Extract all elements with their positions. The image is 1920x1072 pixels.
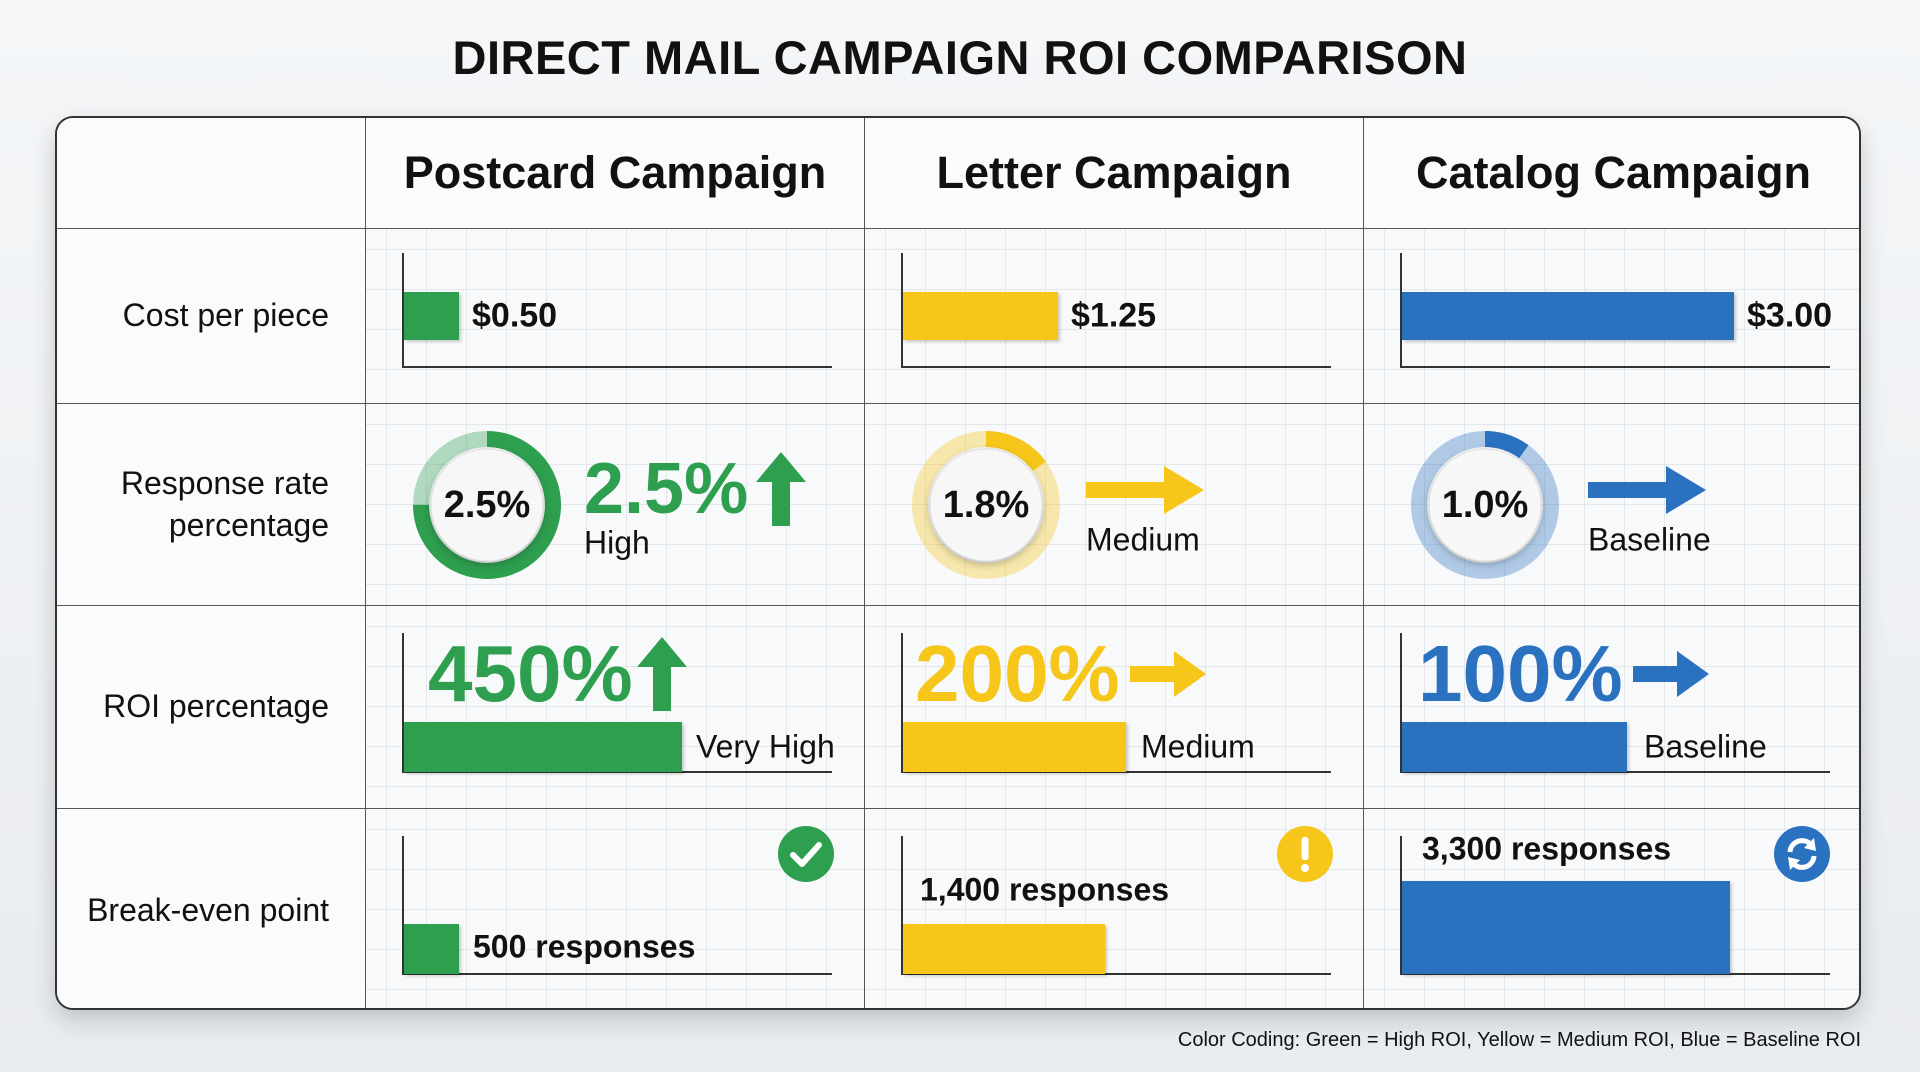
donut-center xyxy=(929,448,1043,562)
row-label-roi: ROI percentage xyxy=(57,606,366,809)
roi-catalog: 100% Baseline xyxy=(1364,606,1859,809)
comparison-table: Postcard Campaign Letter Campaign Catalo… xyxy=(55,116,1861,1010)
header-postcard: Postcard Campaign xyxy=(366,118,865,229)
header-letter: Letter Campaign xyxy=(865,118,1364,229)
arrow-right-icon xyxy=(1632,651,1709,697)
exclamation-circle-icon xyxy=(1277,826,1333,882)
axis xyxy=(901,253,1331,368)
axis xyxy=(402,836,832,975)
page-title: DIRECT MAIL CAMPAIGN ROI COMPARISON xyxy=(452,31,1468,84)
axis xyxy=(1400,836,1830,975)
arrow-right-icon xyxy=(1588,466,1706,514)
response-big-text: 2.5% xyxy=(584,449,749,529)
axis xyxy=(1400,633,1830,773)
donut-fill xyxy=(1411,431,1559,579)
row-label-breakeven: Break-even point xyxy=(57,809,366,1008)
response-donut xyxy=(413,431,561,579)
roi-value: 100% xyxy=(1418,628,1709,720)
axis xyxy=(901,836,1331,975)
roi-value: 200% xyxy=(915,628,1206,720)
cost-bar xyxy=(1402,292,1734,340)
donut-fill xyxy=(413,431,561,579)
roi-value-text: 200% xyxy=(915,629,1120,718)
response-letter: 1.8% Medium xyxy=(865,404,1364,606)
breakeven-postcard: 500 responses xyxy=(366,809,865,1008)
breakeven-value: 3,300 responses xyxy=(1422,830,1672,867)
header-empty xyxy=(57,118,366,229)
roi-value: 450% xyxy=(428,628,687,720)
header-catalog: Catalog Campaign xyxy=(1364,118,1859,229)
axis xyxy=(402,633,832,773)
response-rating: Baseline xyxy=(1588,521,1711,558)
axis xyxy=(901,633,1331,773)
roi-bar xyxy=(1402,722,1627,772)
cost-letter: $1.25 xyxy=(865,229,1364,404)
response-catalog: 1.0% Baseline xyxy=(1364,404,1859,606)
response-rating: High xyxy=(584,524,650,561)
cost-bar xyxy=(404,292,459,340)
donut-center xyxy=(430,448,544,562)
cost-catalog: $3.00 xyxy=(1364,229,1859,404)
response-postcard: 2.5% 2.5% High xyxy=(366,404,865,606)
response-donut xyxy=(1411,431,1559,579)
color-legend-footnote: Color Coding: Green = High ROI, Yellow =… xyxy=(1177,1029,1861,1051)
row-label-response: Response rate percentage xyxy=(57,404,366,606)
cost-value: $0.50 xyxy=(472,296,558,335)
axis xyxy=(402,253,832,368)
breakeven-bar xyxy=(404,924,459,974)
cost-value: $3.00 xyxy=(1747,296,1833,335)
breakeven-catalog: 3,300 responses xyxy=(1364,809,1859,1008)
roi-rating: Very High xyxy=(696,728,835,765)
breakeven-value: 500 responses xyxy=(473,928,696,965)
refresh-circle-icon xyxy=(1774,826,1830,882)
roi-value-text: 100% xyxy=(1418,629,1623,718)
roi-bar xyxy=(903,722,1126,772)
roi-postcard: 450% Very High xyxy=(366,606,865,809)
cost-bar xyxy=(903,292,1058,340)
roi-bar xyxy=(404,722,682,772)
donut-center xyxy=(1428,448,1542,562)
check-circle-icon xyxy=(778,826,834,882)
breakeven-bar xyxy=(903,924,1105,974)
response-donut-value: 2.5% xyxy=(443,483,531,526)
arrow-up-icon xyxy=(756,452,807,526)
breakeven-value: 1,400 responses xyxy=(920,871,1170,908)
donut-fill xyxy=(912,431,1060,579)
response-donut xyxy=(912,431,1060,579)
response-donut-value: 1.8% xyxy=(942,483,1030,526)
response-donut-value: 1.0% xyxy=(1441,483,1529,526)
breakeven-letter: 1,400 responses xyxy=(865,809,1364,1008)
arrow-up-icon xyxy=(636,637,687,711)
roi-rating: Baseline xyxy=(1644,728,1767,765)
row-label-cost: Cost per piece xyxy=(57,229,366,404)
arrow-right-icon xyxy=(1086,466,1204,514)
cost-value: $1.25 xyxy=(1071,296,1157,335)
cost-postcard: $0.50 xyxy=(366,229,865,404)
roi-letter: 200% Medium xyxy=(865,606,1364,809)
roi-value-text: 450% xyxy=(428,629,633,718)
breakeven-bar xyxy=(1402,881,1730,974)
axis xyxy=(1400,253,1830,368)
response-rating: Medium xyxy=(1086,521,1200,558)
response-big-value: 2.5% xyxy=(584,448,807,530)
arrow-right-icon xyxy=(1129,651,1206,697)
roi-rating: Medium xyxy=(1141,728,1255,765)
